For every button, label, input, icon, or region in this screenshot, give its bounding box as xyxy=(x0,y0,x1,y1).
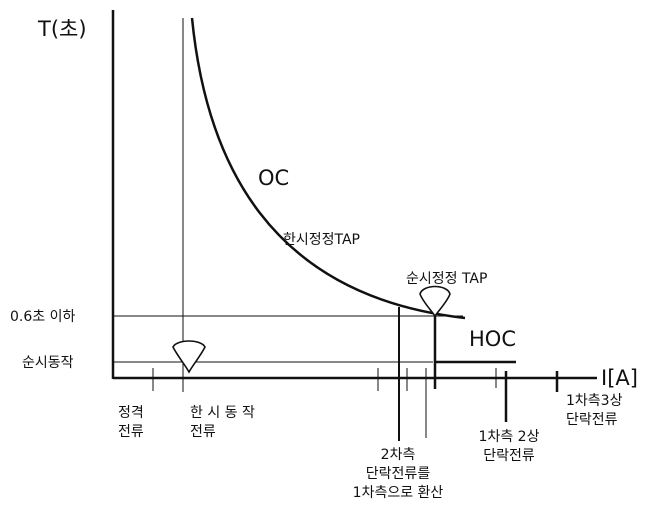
rated-current-label-line1: 정격 xyxy=(118,405,144,421)
converted-fault-label-line2: 단락전류를 xyxy=(366,466,431,482)
three-phase-fault-label-line1: 1차측3상 xyxy=(566,393,623,409)
tap-setting-marker-icon xyxy=(419,285,451,318)
upper-level-label: 0.6초 이하 xyxy=(10,309,75,325)
converted-fault-label-line1: 2차측 xyxy=(381,447,416,463)
two-phase-fault-label-line1: 1차측 2상 xyxy=(479,429,540,445)
hoc-label: HOC xyxy=(469,327,516,351)
timed-pickup-label-line1: 한 시 동 작 xyxy=(190,405,255,421)
three-phase-fault-label-line2: 단락전류 xyxy=(566,412,618,428)
oc-tap-label: 한시정정TAP xyxy=(283,232,360,248)
oc-label: OC xyxy=(258,166,289,190)
rated-current-label-line2: 전류 xyxy=(118,424,144,440)
lower-level-label: 순시동작 xyxy=(22,355,74,371)
y-axis-label: T(초) xyxy=(37,17,87,41)
tap-setting-marker-icon xyxy=(172,340,206,374)
converted-fault-label-line3: 1차측으로 환산 xyxy=(353,485,444,501)
x-axis-label: I[A] xyxy=(601,366,638,390)
two-phase-fault-label-line2: 단락전류 xyxy=(483,448,535,464)
hoc-tap-label: 순시정정 TAP xyxy=(406,271,487,287)
timed-pickup-label-line2: 전류 xyxy=(190,424,216,440)
oc-curve xyxy=(190,17,466,320)
